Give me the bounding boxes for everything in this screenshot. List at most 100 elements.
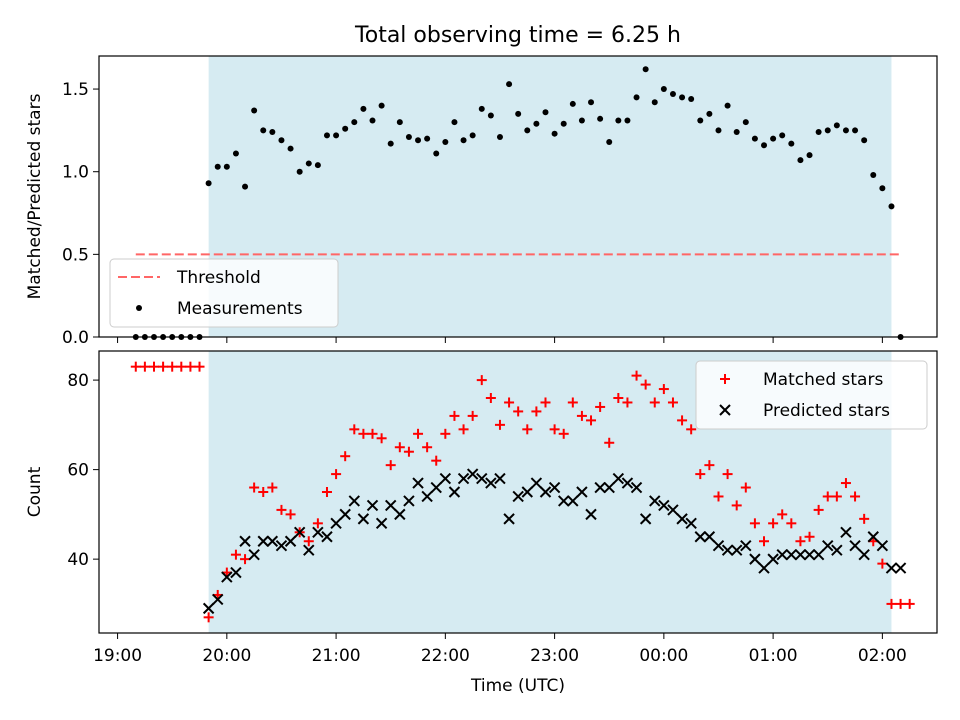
- y-axis-label: Count: [25, 466, 45, 517]
- matched-point: [331, 469, 342, 480]
- predicted-point-b: [649, 495, 661, 507]
- predicted-point: [712, 540, 725, 552]
- predicted-point: [403, 495, 415, 507]
- matched-point: [440, 428, 451, 439]
- predicted-point: [676, 513, 688, 525]
- predicted-point-b: [466, 468, 479, 480]
- measurement-point: [405, 133, 412, 140]
- predicted-point-b: [548, 481, 561, 494]
- predicted-point-b: [621, 477, 634, 489]
- matched-point: [458, 424, 469, 435]
- predicted-point: [831, 544, 843, 556]
- x-tick-label: 00:00: [639, 646, 688, 666]
- legend-threshold-label: Threshold: [176, 268, 261, 288]
- predicted-point: [539, 486, 552, 498]
- matched-point: [895, 598, 906, 609]
- predicted-point: [512, 490, 524, 503]
- predicted-point-b: [730, 544, 743, 556]
- measurement-point: [742, 119, 749, 126]
- matched-point: [604, 437, 615, 448]
- matched-point: [513, 406, 524, 417]
- predicted-point: [494, 472, 506, 485]
- matched-point: [740, 482, 751, 493]
- predicted-point: [894, 562, 907, 574]
- matched-point: [467, 410, 478, 421]
- predicted-point: [639, 513, 652, 525]
- measurement-point: [888, 203, 895, 210]
- matched-point: [167, 361, 178, 372]
- measurement-point: [287, 145, 294, 152]
- predicted-point: [321, 531, 333, 543]
- matched-point: [540, 397, 551, 408]
- matched-point: [340, 451, 351, 462]
- predicted-point-b: [794, 548, 807, 561]
- predicted-point-b: [867, 531, 879, 543]
- predicted-point-b: [394, 508, 406, 521]
- predicted-point: [740, 540, 752, 552]
- measurement-point: [351, 119, 358, 126]
- y-tick-label: 80: [67, 371, 89, 391]
- predicted-point: [876, 540, 889, 552]
- predicted-point: [212, 593, 224, 606]
- axes-frame: [98, 55, 938, 338]
- predicted-point: [230, 566, 242, 579]
- predicted-point-b: [585, 508, 597, 521]
- predicted-point: [503, 513, 515, 525]
- predicted-point: [385, 499, 397, 512]
- predicted-point-b: [221, 571, 233, 583]
- predicted-point-b: [831, 544, 843, 556]
- predicted-point-b: [266, 535, 279, 547]
- measurement-point: [597, 115, 604, 122]
- predicted-point-b: [685, 517, 697, 530]
- measurement-point: [624, 117, 631, 124]
- y-tick-label: 60: [67, 461, 89, 481]
- legend-predicted-label: Predicted stars: [763, 401, 890, 421]
- matched-point: [267, 482, 278, 493]
- matched-point: [312, 518, 323, 529]
- predicted-point: [794, 548, 807, 561]
- series-matched-stars: [130, 361, 915, 623]
- x-tick-label: 01:00: [749, 646, 798, 666]
- predicted-point-b: [412, 477, 424, 489]
- matched-point: [704, 460, 715, 471]
- measurement-point: [679, 94, 686, 101]
- measurement-point: [651, 99, 658, 106]
- predicted-point-b: [749, 553, 761, 565]
- matched-point: [367, 428, 378, 439]
- predicted-point-b: [476, 472, 488, 485]
- predicted-point-b: [812, 548, 825, 561]
- measurement-point: [396, 119, 403, 126]
- matched-point: [567, 397, 578, 408]
- predicted-point-b: [430, 481, 442, 494]
- matched-point: [385, 460, 396, 471]
- matched-point: [358, 428, 369, 439]
- measurement-point: [478, 105, 485, 112]
- matched-point: [859, 513, 870, 524]
- predicted-point: [221, 571, 233, 583]
- measurement-point: [251, 107, 258, 114]
- predicted-point-b: [530, 477, 543, 489]
- predicted-point-b: [612, 472, 625, 485]
- matched-point: [413, 428, 424, 439]
- measurement-point: [815, 129, 822, 136]
- measurement-point: [761, 142, 768, 149]
- predicted-point: [530, 477, 543, 489]
- predicted-point-b: [630, 481, 643, 494]
- measurement-point: [533, 120, 540, 127]
- matched-point: [449, 410, 460, 421]
- matched-point: [230, 549, 241, 560]
- measurement-point: [451, 119, 458, 126]
- predicted-point: [430, 481, 442, 494]
- measurement-point: [788, 140, 795, 147]
- legend-predicted-b: [719, 404, 731, 416]
- predicted-point: [348, 495, 361, 507]
- predicted-point: [694, 531, 706, 543]
- matched-point: [622, 397, 633, 408]
- measurement-point: [560, 120, 567, 127]
- matched-point: [749, 518, 760, 529]
- predicted-point: [412, 477, 424, 489]
- predicted-point-b: [557, 495, 570, 507]
- matched-point: [522, 424, 533, 435]
- predicted-point: [366, 499, 379, 512]
- matched-point: [768, 518, 779, 529]
